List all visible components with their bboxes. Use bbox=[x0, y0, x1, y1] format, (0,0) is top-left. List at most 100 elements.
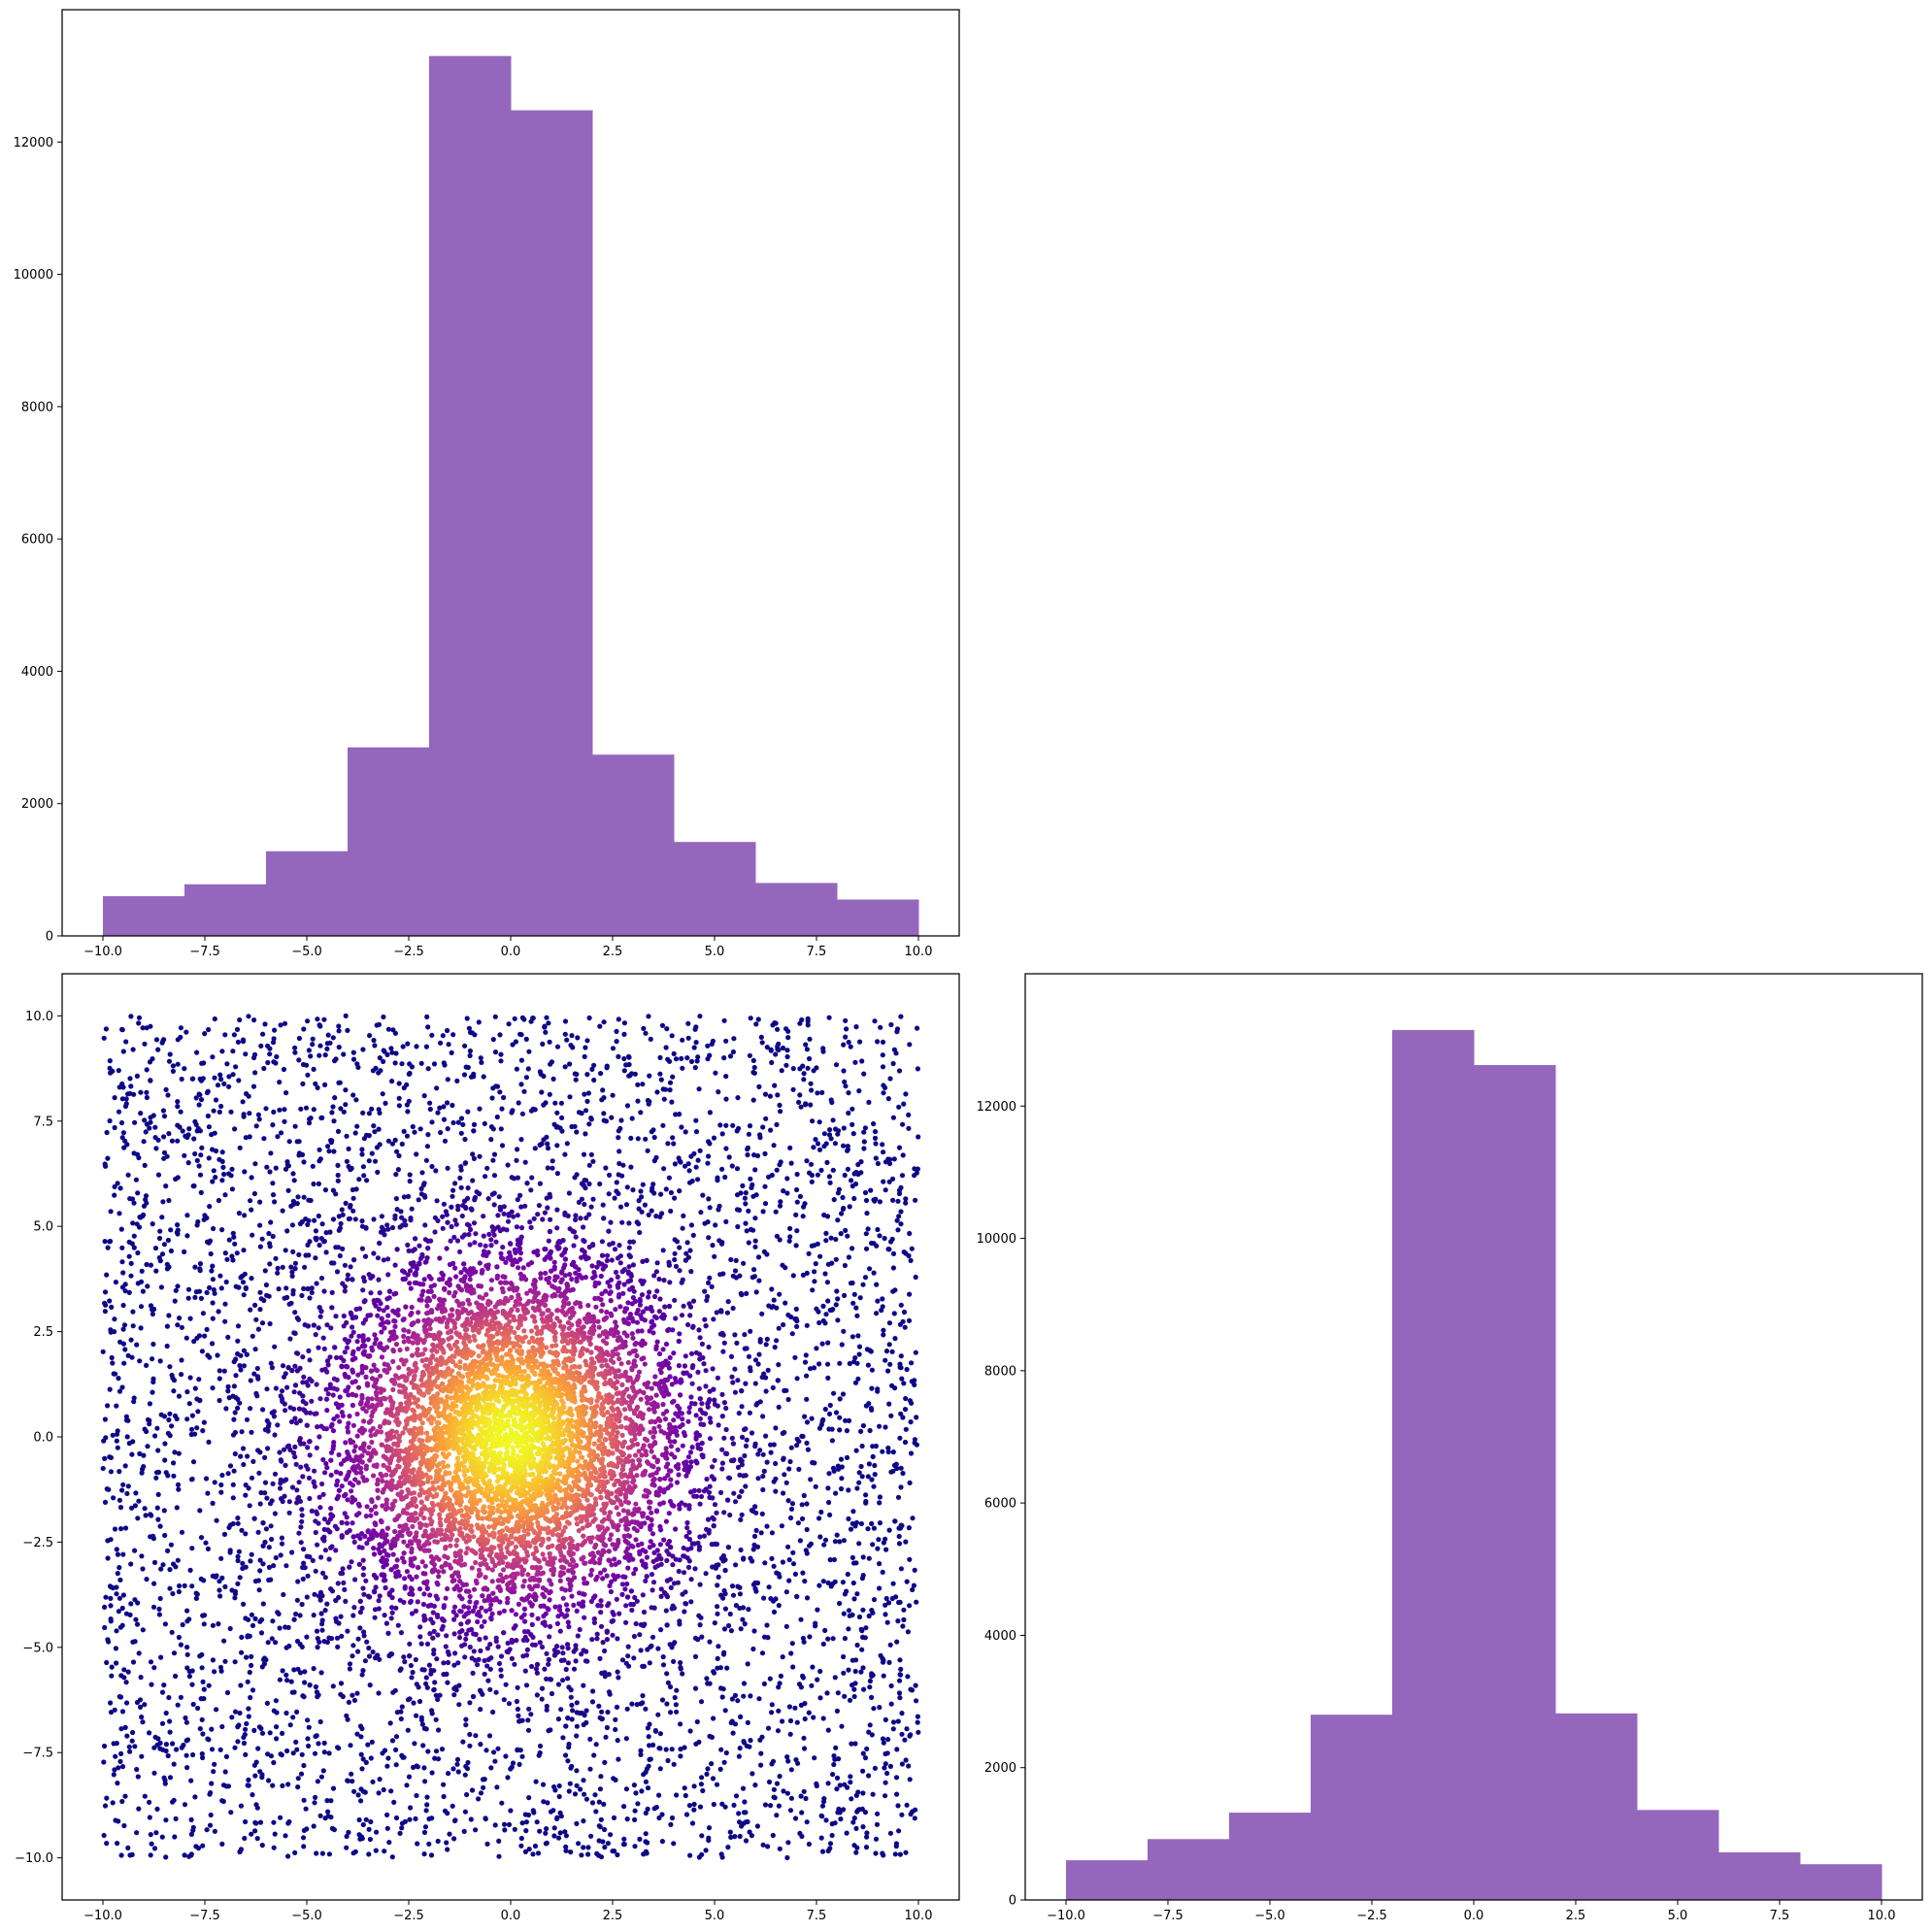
scatter-point bbox=[672, 1161, 679, 1167]
scatter-point bbox=[136, 1154, 142, 1161]
scatter-point bbox=[711, 1801, 716, 1808]
scatter-point bbox=[721, 1017, 727, 1023]
scatter-point bbox=[139, 1268, 145, 1274]
scatter-point bbox=[721, 1649, 727, 1655]
scatter-point bbox=[799, 1433, 805, 1439]
scatter-point bbox=[260, 1520, 266, 1526]
scatter-point bbox=[841, 1670, 847, 1676]
scatter-point bbox=[712, 1502, 718, 1508]
scatter-point bbox=[281, 1066, 286, 1073]
scatter-point bbox=[193, 1595, 199, 1601]
scatter-point bbox=[610, 1610, 616, 1616]
scatter-point bbox=[866, 1099, 872, 1105]
scatter-point bbox=[216, 1621, 221, 1627]
scatter-point bbox=[477, 1106, 483, 1112]
scatter-point bbox=[742, 1452, 748, 1459]
scatter-point bbox=[509, 1655, 516, 1661]
scatter-point bbox=[539, 1644, 546, 1650]
scatter-point bbox=[896, 1214, 902, 1219]
scatter-point bbox=[581, 1151, 587, 1157]
scatter-point bbox=[300, 1354, 306, 1360]
scatter-point bbox=[816, 1425, 823, 1431]
scatter-point bbox=[816, 1119, 822, 1125]
scatter-point bbox=[377, 1593, 383, 1599]
scatter-point bbox=[900, 1470, 906, 1477]
scatter-point bbox=[404, 1133, 411, 1139]
scatter-point bbox=[535, 1850, 542, 1856]
scatter-point bbox=[607, 1242, 613, 1248]
scatter-point bbox=[112, 1192, 117, 1198]
scatter-point bbox=[230, 1495, 236, 1501]
scatter-point bbox=[268, 1360, 274, 1366]
scatter-point bbox=[231, 1468, 237, 1474]
scatter-point bbox=[788, 1445, 794, 1450]
scatter-point bbox=[804, 1595, 811, 1601]
scatter-point bbox=[478, 1707, 483, 1713]
scatter-point bbox=[800, 1673, 806, 1679]
scatter-point bbox=[868, 1187, 874, 1193]
scatter-point bbox=[574, 1733, 580, 1739]
scatter-point bbox=[831, 1761, 837, 1768]
scatter-point bbox=[673, 1263, 680, 1269]
scatter-point bbox=[153, 1268, 159, 1274]
scatter-point bbox=[646, 1014, 651, 1019]
scatter-point bbox=[912, 1166, 917, 1172]
scatter-point bbox=[691, 1783, 697, 1789]
scatter-point bbox=[681, 1213, 686, 1218]
scatter-point bbox=[762, 1150, 768, 1156]
scatter-point bbox=[714, 1510, 719, 1516]
scatter-point bbox=[484, 1663, 490, 1669]
scatter-point bbox=[184, 1765, 190, 1771]
scatter-point bbox=[337, 1252, 343, 1259]
scatter-point bbox=[109, 1673, 115, 1679]
scatter-point bbox=[296, 1530, 302, 1536]
scatter-point bbox=[682, 1785, 687, 1791]
scatter-point bbox=[821, 1796, 827, 1802]
scatter-point bbox=[765, 1844, 771, 1849]
scatter-point bbox=[699, 1452, 705, 1458]
scatter-point bbox=[602, 1845, 608, 1850]
scatter-point bbox=[540, 1782, 547, 1787]
scatter-point bbox=[238, 1682, 244, 1688]
scatter-point bbox=[234, 1250, 240, 1256]
scatter-point bbox=[284, 1384, 290, 1390]
scatter-point bbox=[875, 1039, 881, 1045]
scatter-point bbox=[853, 1305, 859, 1311]
scatter-point bbox=[194, 1049, 200, 1055]
scatter-point bbox=[548, 1216, 553, 1222]
scatter-point bbox=[646, 1734, 651, 1740]
scatter-point bbox=[331, 1260, 337, 1266]
scatter-point bbox=[286, 1818, 292, 1825]
scatter-point bbox=[813, 1620, 818, 1626]
scatter-point bbox=[775, 1026, 781, 1032]
scatter-point bbox=[675, 1580, 682, 1585]
scatter-point bbox=[296, 1251, 302, 1257]
scatter-point bbox=[774, 1570, 780, 1576]
scatter-point bbox=[884, 1619, 890, 1625]
scatter-point bbox=[175, 1061, 181, 1067]
scatter-point bbox=[614, 1704, 620, 1710]
scatter-point bbox=[534, 1819, 540, 1825]
scatter-point bbox=[706, 1280, 712, 1285]
scatter-point bbox=[421, 1667, 427, 1673]
scatter-point bbox=[114, 1584, 119, 1590]
scatter-point bbox=[161, 1682, 167, 1688]
scatter-point bbox=[714, 1310, 719, 1316]
scatter-point bbox=[677, 1331, 683, 1337]
scatter-point bbox=[865, 1362, 872, 1368]
scatter-point bbox=[573, 1213, 579, 1218]
scatter-point bbox=[132, 1639, 138, 1645]
scatter-point bbox=[303, 1105, 310, 1111]
scatter-point bbox=[203, 1476, 210, 1482]
scatter-point bbox=[407, 1641, 413, 1647]
scatter-point bbox=[536, 1203, 543, 1209]
scatter-point bbox=[197, 1268, 203, 1274]
scatter-point bbox=[340, 1566, 346, 1572]
scatter-point bbox=[806, 1710, 812, 1715]
scatter-point bbox=[804, 1819, 810, 1825]
scatter-point bbox=[847, 1360, 852, 1367]
scatter-point bbox=[869, 1608, 875, 1614]
scatter-point bbox=[704, 1526, 710, 1532]
scatter-point bbox=[401, 1194, 407, 1200]
scatter-point bbox=[874, 1821, 881, 1827]
